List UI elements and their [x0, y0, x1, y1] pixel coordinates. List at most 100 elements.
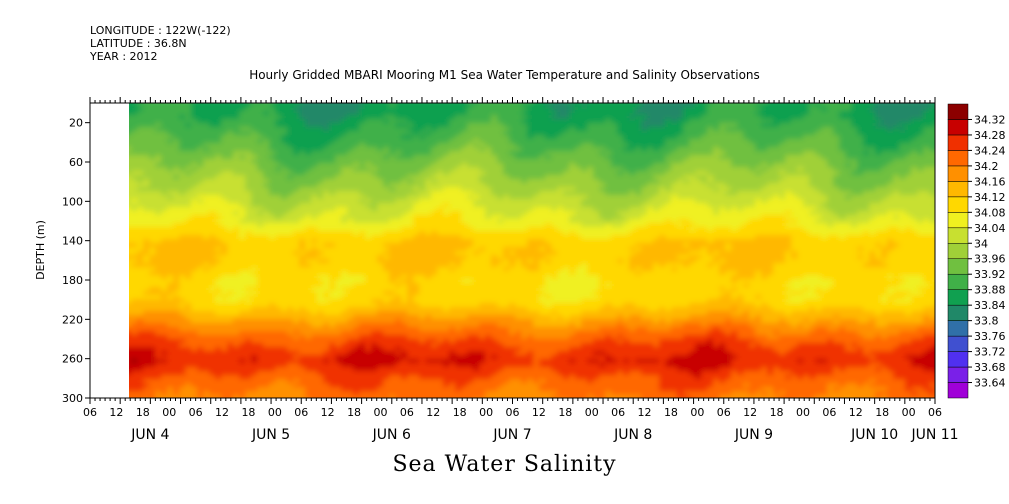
salinity-cell	[257, 319, 265, 324]
salinity-cell	[455, 195, 463, 200]
salinity-cell	[269, 351, 277, 356]
salinity-cell	[353, 311, 361, 316]
salinity-cell	[407, 283, 415, 288]
salinity-cell	[191, 395, 199, 398]
salinity-cell	[401, 287, 409, 292]
salinity-cell	[479, 115, 487, 120]
salinity-cell	[257, 107, 265, 112]
salinity-cell	[149, 155, 157, 160]
salinity-cell	[419, 191, 427, 196]
salinity-cell	[425, 143, 433, 148]
salinity-cell	[281, 175, 289, 180]
salinity-cell	[455, 291, 463, 296]
salinity-cell	[161, 111, 169, 116]
salinity-cell	[467, 399, 474, 404]
salinity-cell	[257, 255, 265, 260]
salinity-cell	[389, 215, 397, 220]
salinity-cell	[221, 187, 229, 192]
salinity-cell	[467, 115, 475, 120]
salinity-cell	[119, 363, 126, 368]
salinity-cell	[119, 255, 126, 260]
salinity-cell	[191, 279, 199, 284]
salinity-cell	[215, 107, 223, 112]
salinity-cell	[497, 107, 505, 112]
salinity-cell	[131, 107, 139, 112]
salinity-cell	[323, 371, 331, 376]
salinity-cell	[257, 323, 265, 328]
salinity-cell	[341, 171, 349, 176]
salinity-cell	[335, 323, 343, 328]
salinity-cell	[449, 339, 457, 344]
salinity-cell	[455, 143, 463, 148]
salinity-cell	[129, 187, 133, 192]
salinity-cell	[275, 363, 283, 368]
salinity-cell	[431, 275, 439, 280]
salinity-cell	[269, 367, 277, 372]
salinity-cell	[431, 123, 439, 128]
salinity-cell	[287, 267, 295, 272]
salinity-cell	[467, 363, 475, 368]
salinity-cell	[129, 195, 133, 200]
salinity-cell	[395, 223, 403, 228]
salinity-cell	[287, 387, 295, 392]
salinity-cell	[323, 171, 331, 176]
salinity-cell	[129, 379, 133, 384]
salinity-cell	[281, 107, 289, 112]
salinity-cell	[425, 355, 433, 360]
salinity-cell	[293, 135, 301, 140]
salinity-cell	[173, 275, 181, 280]
salinity-cell	[191, 331, 199, 336]
salinity-cell	[239, 151, 247, 156]
salinity-cell	[461, 327, 469, 332]
salinity-cell	[503, 243, 511, 248]
salinity-cell	[287, 199, 295, 204]
salinity-cell	[149, 335, 157, 340]
salinity-cell	[167, 139, 175, 144]
salinity-cell	[431, 199, 439, 204]
salinity-cell	[305, 159, 313, 164]
salinity-cell	[299, 299, 307, 304]
salinity-cell	[131, 283, 139, 288]
salinity-cell	[407, 295, 415, 300]
salinity-cell	[221, 267, 229, 272]
salinity-cell	[293, 175, 301, 180]
salinity-cell	[485, 311, 493, 316]
salinity-cell	[323, 227, 331, 232]
salinity-cell	[503, 251, 511, 256]
salinity-cell	[431, 323, 439, 328]
salinity-cell	[209, 251, 217, 256]
salinity-cell	[293, 203, 301, 208]
salinity-cell	[209, 303, 217, 308]
salinity-cell	[179, 227, 187, 232]
salinity-cell	[383, 131, 391, 136]
salinity-cell	[461, 127, 469, 132]
salinity-cell	[197, 327, 205, 332]
salinity-cell	[347, 215, 355, 220]
salinity-cell	[443, 359, 451, 364]
salinity-cell	[443, 155, 451, 160]
salinity-cell	[215, 327, 223, 332]
salinity-cell	[191, 191, 199, 196]
salinity-cell	[245, 395, 253, 398]
salinity-cell	[335, 315, 343, 320]
salinity-cell	[179, 119, 187, 124]
salinity-cell	[497, 251, 505, 256]
salinity-cell	[389, 119, 397, 124]
salinity-cell	[191, 251, 199, 256]
salinity-cell	[455, 247, 463, 252]
salinity-cell	[437, 259, 445, 264]
salinity-cell	[263, 255, 271, 260]
salinity-cell	[437, 263, 445, 268]
salinity-cell	[449, 243, 457, 248]
salinity-cell	[407, 363, 415, 368]
salinity-cell	[245, 259, 253, 264]
salinity-cell	[467, 167, 475, 172]
salinity-cell	[431, 215, 439, 220]
salinity-cell	[215, 283, 223, 288]
salinity-cell	[209, 211, 217, 216]
salinity-cell	[437, 155, 445, 160]
salinity-cell	[137, 251, 145, 256]
salinity-cell	[491, 379, 499, 384]
salinity-cell	[293, 279, 301, 284]
salinity-cell	[341, 331, 349, 336]
